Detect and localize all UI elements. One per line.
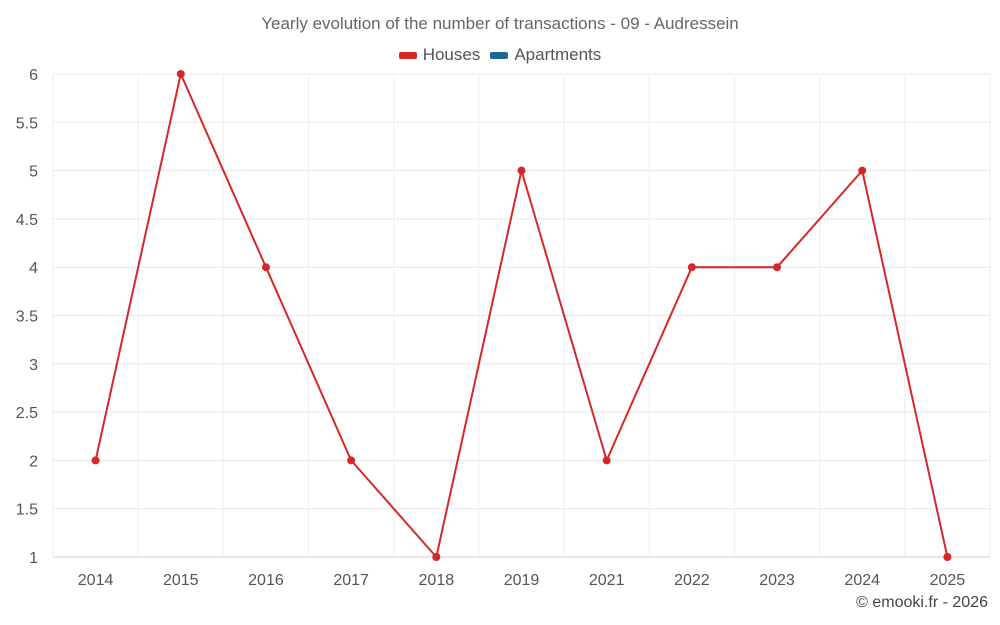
legend: Houses Apartments — [0, 45, 1000, 65]
y-tick-label: 3.5 — [16, 309, 38, 326]
y-tick-label: 6 — [29, 67, 38, 84]
x-tick-label: 2025 — [930, 572, 966, 589]
x-tick-label: 2017 — [333, 572, 369, 589]
x-tick-label: 2016 — [248, 572, 284, 589]
data-point — [261, 263, 270, 272]
data-point — [602, 456, 611, 465]
data-point — [687, 263, 696, 272]
legend-item-houses[interactable]: Houses — [398, 45, 481, 65]
data-point — [347, 456, 356, 465]
data-point — [176, 70, 185, 78]
data-point — [432, 553, 441, 561]
legend-swatch-apartments — [490, 51, 509, 59]
data-point — [943, 553, 952, 561]
y-tick-label: 2.5 — [16, 405, 38, 422]
x-tick-label: 2021 — [589, 572, 625, 589]
data-point — [517, 166, 526, 175]
legend-label-houses: Houses — [422, 45, 481, 64]
y-tick-label: 4.5 — [16, 212, 38, 229]
legend-swatch-houses — [398, 51, 417, 59]
data-point — [858, 166, 867, 175]
legend-label-apartments: Apartments — [514, 45, 602, 64]
y-tick-label: 4 — [29, 260, 38, 277]
legend-item-apartments[interactable]: Apartments — [490, 45, 601, 65]
chart-title: Yearly evolution of the number of transa… — [261, 14, 739, 33]
x-tick-label: 2024 — [844, 572, 880, 589]
y-tick-label: 1.5 — [16, 502, 38, 519]
y-tick-label: 5.5 — [16, 115, 38, 132]
x-tick-label: 2014 — [78, 572, 114, 589]
y-tick-label: 3 — [29, 357, 38, 374]
y-tick-label: 5 — [29, 164, 38, 181]
x-tick-label: 2018 — [419, 572, 455, 589]
y-tick-label: 2 — [29, 453, 38, 470]
x-tick-label: 2015 — [163, 572, 199, 589]
data-point — [91, 456, 100, 465]
x-tick-label: 2022 — [674, 572, 710, 589]
data-point — [773, 263, 782, 272]
credit-text: © emooki.fr - 2026 — [856, 594, 988, 611]
x-tick-label: 2023 — [759, 572, 795, 589]
x-tick-label: 2019 — [504, 572, 540, 589]
y-tick-label: 1 — [29, 550, 38, 567]
